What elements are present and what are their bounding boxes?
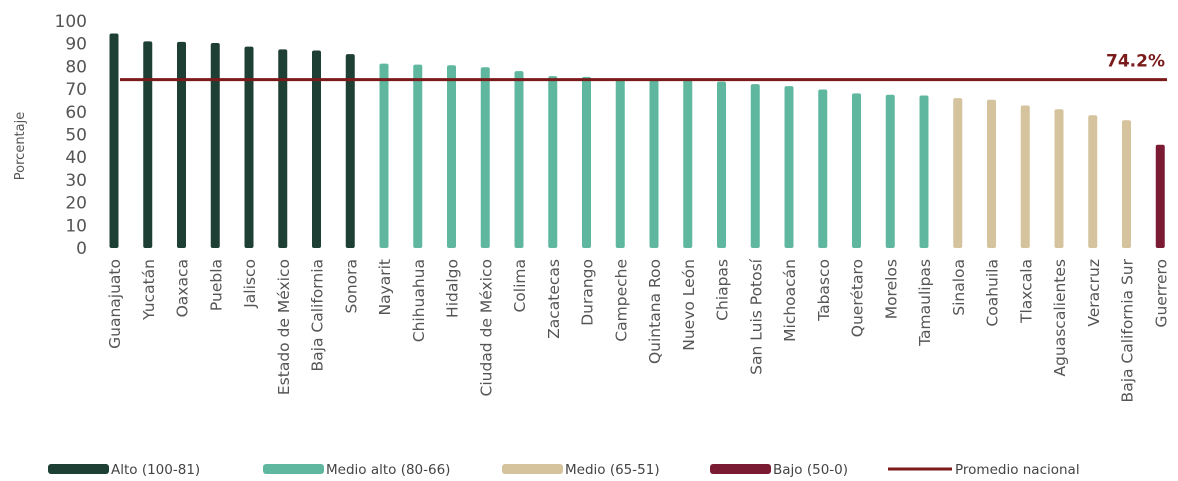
bar bbox=[919, 95, 929, 249]
bar bbox=[278, 49, 288, 248]
legend-label: Alto (100-81) bbox=[111, 462, 200, 478]
bar bbox=[143, 41, 153, 249]
average-value-label: 74.2% bbox=[1106, 52, 1165, 72]
bar bbox=[1020, 105, 1030, 248]
x-tick-label: Campeche bbox=[612, 259, 630, 342]
x-tick-label: Veracruz bbox=[1085, 259, 1103, 327]
legend-swatch bbox=[710, 464, 771, 474]
bar bbox=[345, 54, 355, 248]
bar bbox=[1088, 115, 1098, 248]
x-tick-label: Durango bbox=[579, 259, 597, 326]
y-tick-label: 100 bbox=[55, 12, 87, 32]
legend-label: Medio (65-51) bbox=[565, 462, 660, 478]
bar bbox=[413, 64, 423, 248]
bar bbox=[379, 63, 389, 249]
x-tick-label: Hidalgo bbox=[444, 259, 462, 318]
x-tick-label: Baja California bbox=[309, 259, 327, 371]
y-tick-label: 80 bbox=[65, 57, 87, 77]
x-tick-label: Guanajuato bbox=[106, 259, 124, 349]
legend-swatch bbox=[502, 464, 563, 474]
x-tick-label: Yucatán bbox=[140, 259, 158, 321]
x-tick-label: Baja California Sur bbox=[1119, 258, 1137, 402]
x-tick-label: Colima bbox=[511, 259, 529, 313]
y-tick-label: 40 bbox=[65, 148, 87, 168]
x-tick-label: Guerrero bbox=[1152, 259, 1170, 328]
bar bbox=[784, 86, 794, 248]
bar bbox=[514, 71, 524, 249]
bar bbox=[818, 89, 828, 248]
x-tick-label: Ciudad de México bbox=[477, 259, 495, 396]
x-tick-label: Tabasco bbox=[815, 259, 833, 322]
x-tick-label: Quintana Roo bbox=[646, 259, 664, 364]
x-tick-label: Oaxaca bbox=[174, 259, 192, 317]
legend-swatch bbox=[263, 464, 324, 474]
bar bbox=[210, 43, 220, 249]
bar bbox=[683, 80, 693, 249]
y-tick-label: 30 bbox=[65, 171, 87, 191]
bar bbox=[447, 65, 456, 248]
bar bbox=[1122, 120, 1131, 248]
y-tick-label: 20 bbox=[65, 194, 87, 214]
legend-label: Promedio nacional bbox=[955, 462, 1080, 478]
x-tick-label: San Luis Potosí bbox=[747, 258, 765, 374]
y-tick-label: 10 bbox=[65, 216, 87, 236]
x-tick-label: Zacatecas bbox=[545, 259, 563, 339]
bar bbox=[885, 94, 895, 249]
x-tick-label: Michoacán bbox=[781, 259, 799, 342]
bar bbox=[1054, 109, 1064, 248]
bar bbox=[750, 84, 760, 248]
y-tick-label: 0 bbox=[76, 239, 87, 259]
bar bbox=[177, 41, 186, 248]
x-tick-label: Nuevo León bbox=[680, 259, 698, 351]
x-tick-label: Morelos bbox=[882, 259, 900, 319]
x-tick-label: Aguascalientes bbox=[1051, 259, 1069, 377]
x-tick-label: Chihuahua bbox=[410, 259, 428, 342]
x-tick-label: Chiapas bbox=[714, 259, 732, 321]
y-tick-label: 70 bbox=[65, 80, 87, 100]
bar bbox=[244, 46, 254, 248]
y-tick-label: 60 bbox=[65, 103, 87, 123]
y-tick-label: 90 bbox=[65, 35, 87, 55]
bar bbox=[1155, 144, 1165, 248]
bar bbox=[615, 78, 625, 248]
bar bbox=[649, 80, 659, 249]
legend-label: Medio alto (80-66) bbox=[326, 462, 450, 478]
bar bbox=[953, 98, 963, 249]
bar bbox=[480, 67, 490, 248]
bar bbox=[717, 81, 726, 248]
bar bbox=[312, 50, 321, 249]
x-tick-label: Jalisco bbox=[241, 259, 259, 309]
x-tick-label: Estado de México bbox=[275, 259, 293, 395]
bar bbox=[852, 93, 861, 249]
y-tick-label: 50 bbox=[65, 126, 87, 146]
y-axis-label: Porcentaje bbox=[13, 112, 28, 180]
x-tick-label: Coahuila bbox=[984, 259, 1002, 327]
bar bbox=[109, 33, 119, 248]
x-tick-label: Sonora bbox=[342, 259, 360, 314]
bar bbox=[582, 76, 591, 248]
x-tick-label: Sinaloa bbox=[950, 259, 968, 316]
bar bbox=[987, 99, 996, 248]
x-tick-label: Tamaulipas bbox=[916, 259, 934, 347]
x-tick-label: Puebla bbox=[207, 259, 225, 311]
x-tick-label: Tlaxcala bbox=[1017, 259, 1035, 324]
legend-swatch bbox=[48, 464, 109, 474]
x-tick-label: Nayarit bbox=[376, 259, 394, 316]
x-tick-label: Querétaro bbox=[849, 259, 867, 337]
bar bbox=[548, 76, 558, 248]
legend-label: Bajo (50-0) bbox=[773, 462, 848, 478]
